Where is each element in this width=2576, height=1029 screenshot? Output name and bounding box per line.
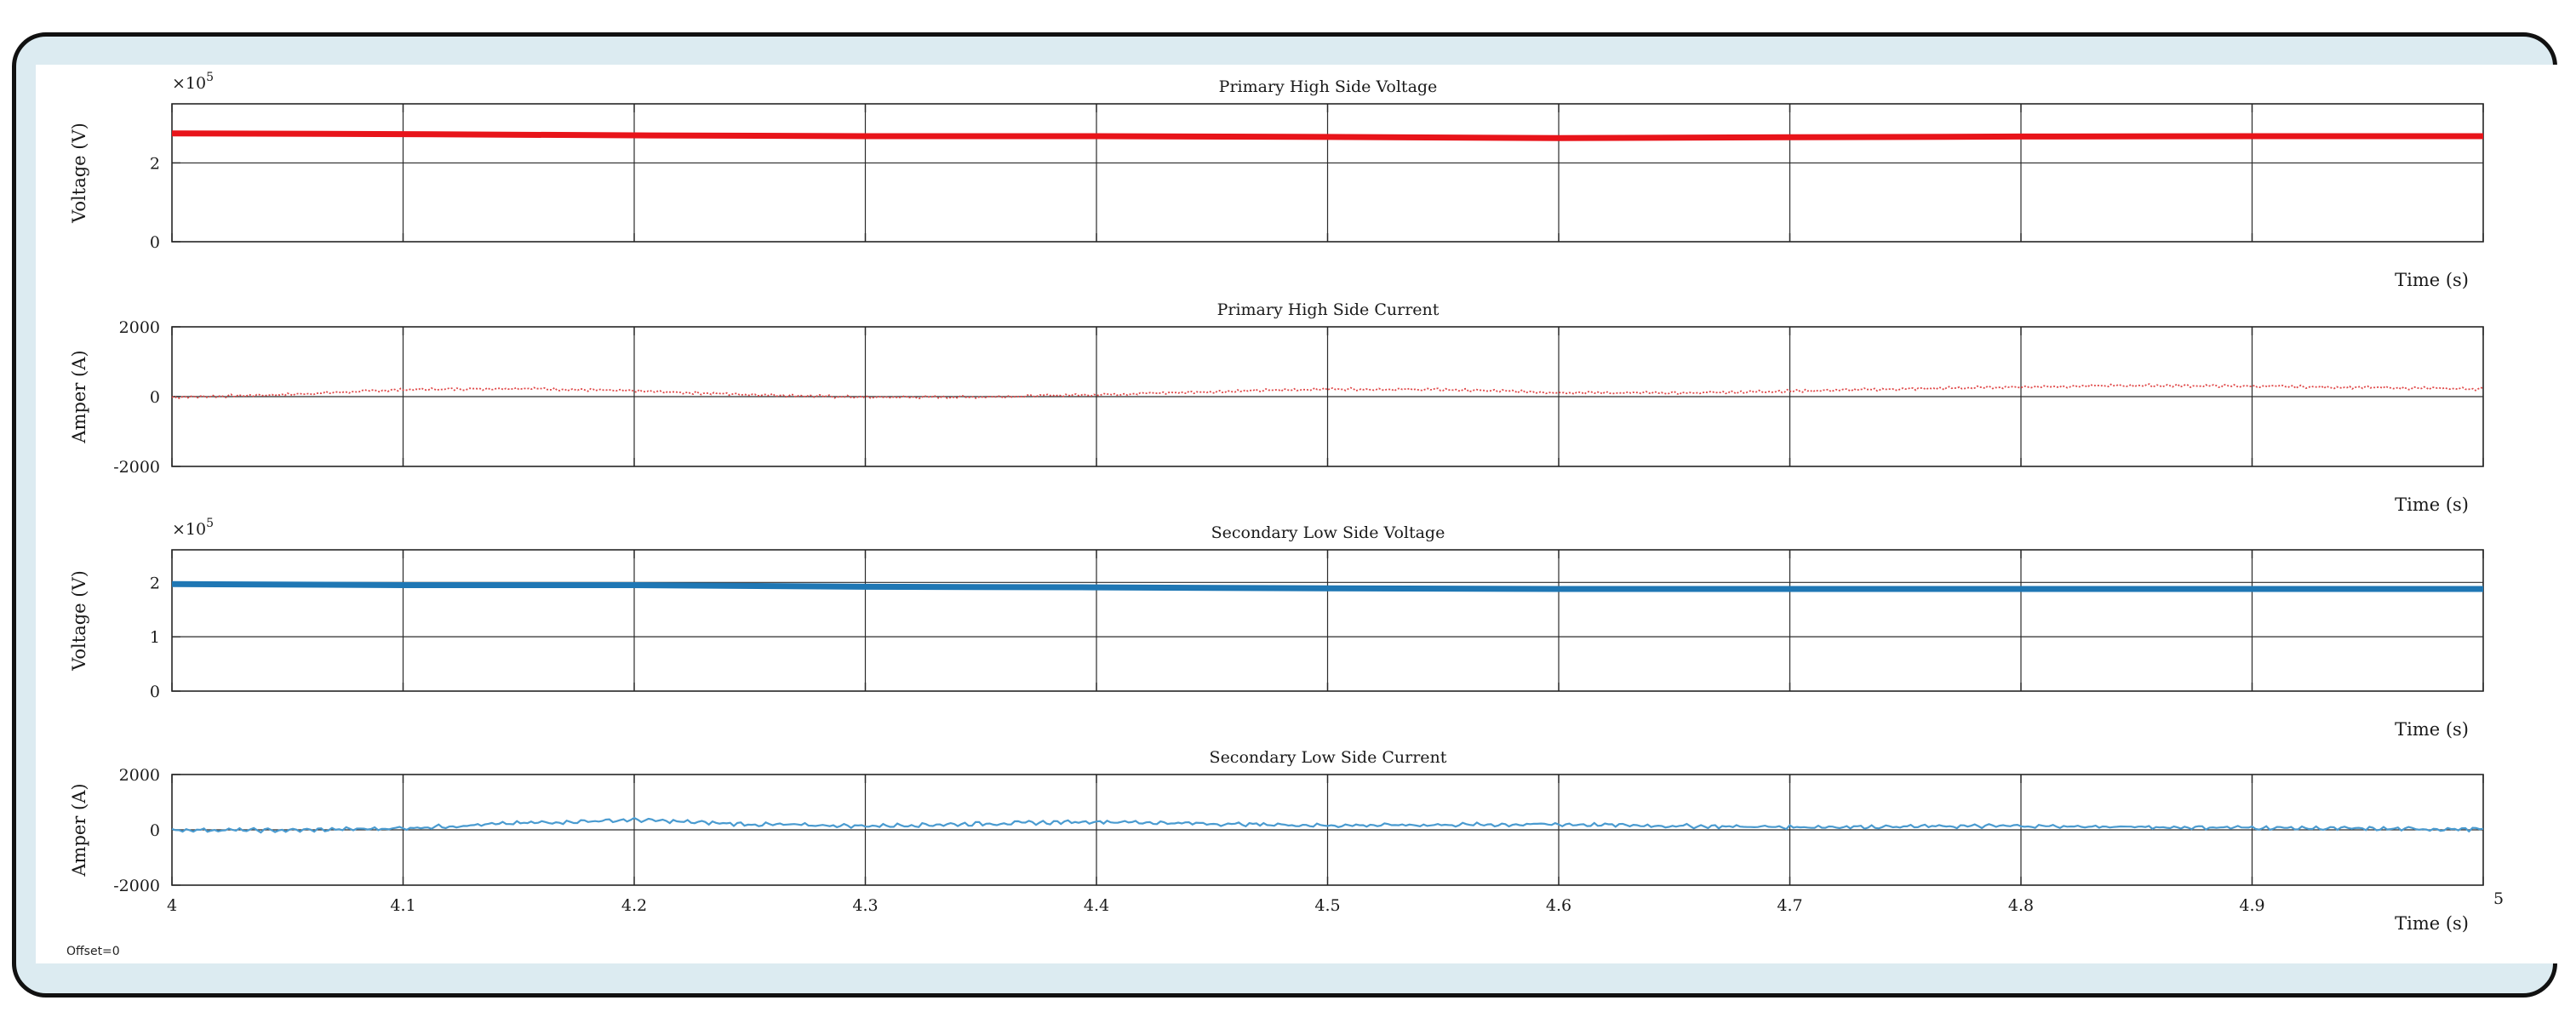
x-tick-label: 4 xyxy=(167,896,177,915)
y-exponent-label: ×105 xyxy=(172,517,214,539)
subplot-1: 0 2 Primary High Side Voltage Voltage (V) Ti… xyxy=(69,71,2484,290)
subplot-title: Secondary Low Side Current xyxy=(1210,748,1447,767)
subplot-title: Primary High Side Voltage xyxy=(1219,77,1438,96)
x-tick-label: 4.3 xyxy=(852,896,878,915)
x-tick-label: 4.1 xyxy=(390,896,415,915)
subplot-title: Secondary Low Side Voltage xyxy=(1211,523,1445,542)
x-tick-label: 4.4 xyxy=(1084,896,1109,915)
x-axis-label: Time (s) xyxy=(2395,719,2469,740)
series-line xyxy=(171,816,2484,834)
y-tick-label: 0 xyxy=(150,683,160,701)
y-exponent-power: 5 xyxy=(206,517,214,530)
series-line xyxy=(171,383,2484,400)
y-axis-label: Amper (A) xyxy=(69,350,89,443)
subplot-3: 0 1 2 Secondary Low Side Voltage Voltage (V)… xyxy=(69,517,2484,740)
y-tick-label: 2 xyxy=(150,574,160,592)
y-tick-label: -2000 xyxy=(113,458,160,477)
y-exponent-label: ×105 xyxy=(172,71,214,93)
subplot-2: -2000 0 2000 Primary High Side Current Amper… xyxy=(69,300,2484,515)
y-tick-label: 0 xyxy=(150,388,160,407)
series-line xyxy=(171,580,2483,592)
x-axis-label: Time (s) xyxy=(2395,913,2469,934)
x-tick-label: 5 xyxy=(2493,889,2504,908)
y-tick-label: -2000 xyxy=(113,877,160,895)
y-tick-label: 2000 xyxy=(119,318,160,337)
subplot-4: -2000 0 2000 Secondary Low Side Current Ampe… xyxy=(69,748,2504,934)
x-tick-label: 4.7 xyxy=(1777,896,1802,915)
y-tick-label: 2000 xyxy=(119,766,160,785)
subplot-title: Primary High Side Current xyxy=(1217,300,1440,319)
y-tick-label: 0 xyxy=(150,821,160,840)
x-axis-label: Time (s) xyxy=(2395,494,2469,515)
x-tick-label: 4.2 xyxy=(621,896,647,915)
x-tick-label: 4.6 xyxy=(1546,896,1571,915)
x-tick-label: 4.8 xyxy=(2008,896,2034,915)
y-tick-label: 1 xyxy=(150,628,160,647)
y-axis-label: Amper (A) xyxy=(69,783,89,877)
y-tick-label: 0 xyxy=(150,233,160,252)
series-line xyxy=(171,130,2483,141)
x-tick-label: 4.5 xyxy=(1314,896,1340,915)
y-axis-label: Voltage (V) xyxy=(69,123,89,224)
x-axis-label: Time (s) xyxy=(2395,270,2469,290)
y-tick-label: 2 xyxy=(150,154,160,173)
y-exponent-power: 5 xyxy=(206,71,214,84)
y-axis-label: Voltage (V) xyxy=(69,570,89,672)
x-tick-label: 4.9 xyxy=(2239,896,2264,915)
offset-label: Offset=0 xyxy=(66,945,120,958)
